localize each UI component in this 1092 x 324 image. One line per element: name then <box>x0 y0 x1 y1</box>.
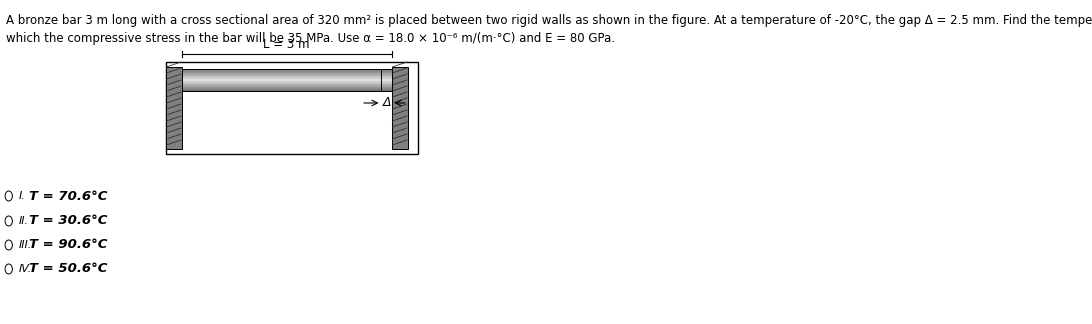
Bar <box>181 88 381 89</box>
Bar <box>181 87 381 88</box>
Bar <box>181 70 392 71</box>
Bar <box>181 69 392 70</box>
Bar <box>181 84 381 85</box>
Bar <box>181 70 381 71</box>
Bar <box>181 88 392 89</box>
Bar <box>181 84 392 85</box>
Bar <box>181 82 392 83</box>
Bar <box>181 85 392 87</box>
Bar <box>392 67 407 149</box>
Bar <box>181 74 381 75</box>
Text: T = 50.6°C: T = 50.6°C <box>29 262 108 275</box>
Bar <box>181 78 392 79</box>
Bar <box>181 76 392 78</box>
Circle shape <box>5 264 12 274</box>
Bar <box>181 77 392 78</box>
Bar <box>181 71 392 72</box>
Bar <box>181 71 392 73</box>
Bar <box>181 76 381 78</box>
Bar <box>181 68 392 70</box>
Circle shape <box>5 191 12 201</box>
Text: IV.: IV. <box>19 264 32 274</box>
Bar <box>181 69 392 91</box>
Bar <box>181 89 392 90</box>
Bar <box>181 76 381 77</box>
Bar <box>181 73 381 74</box>
Bar <box>181 82 381 83</box>
Bar <box>181 89 381 90</box>
Text: L = 3 m: L = 3 m <box>263 38 310 51</box>
Bar <box>181 85 381 87</box>
Bar <box>181 81 392 82</box>
Text: T = 90.6°C: T = 90.6°C <box>29 238 108 251</box>
Bar <box>181 79 381 80</box>
Bar <box>181 85 381 86</box>
Bar <box>181 74 392 75</box>
Bar <box>181 79 381 81</box>
Bar <box>181 78 381 79</box>
Bar <box>181 90 381 91</box>
Circle shape <box>5 216 12 226</box>
Text: T = 30.6°C: T = 30.6°C <box>29 214 108 227</box>
Bar <box>181 71 381 72</box>
Bar <box>181 72 392 74</box>
Bar <box>181 69 381 91</box>
Bar <box>181 76 392 77</box>
Bar <box>181 87 392 89</box>
Bar <box>181 80 392 81</box>
Text: I.: I. <box>19 191 25 201</box>
Bar <box>181 79 392 80</box>
Bar <box>181 79 392 81</box>
Bar <box>181 72 381 74</box>
Bar <box>181 71 381 73</box>
Text: T = 70.6°C: T = 70.6°C <box>29 190 108 202</box>
Circle shape <box>5 240 12 250</box>
Bar <box>181 90 392 91</box>
Bar <box>166 67 181 149</box>
Bar <box>181 69 381 70</box>
Bar <box>181 86 392 87</box>
Bar <box>181 82 381 84</box>
Bar <box>181 85 392 86</box>
Text: III.: III. <box>19 240 32 250</box>
Bar <box>181 73 392 74</box>
Bar <box>181 86 381 87</box>
Bar <box>181 87 392 88</box>
Bar <box>181 83 381 84</box>
Text: II.: II. <box>19 216 28 226</box>
Bar <box>181 81 381 82</box>
Text: which the compressive stress in the bar will be 35 MPa. Use α = 18.0 × 10⁻⁶ m/(m: which the compressive stress in the bar … <box>5 32 615 45</box>
Bar <box>181 75 392 76</box>
Bar <box>181 83 392 84</box>
Bar <box>166 62 418 154</box>
Text: A bronze bar 3 m long with a cross sectional area of 320 mm² is placed between t: A bronze bar 3 m long with a cross secti… <box>5 14 1092 27</box>
Bar <box>181 80 381 81</box>
Bar <box>181 68 381 70</box>
Text: Δ: Δ <box>382 97 391 110</box>
Bar <box>181 75 381 76</box>
Bar <box>181 77 381 78</box>
Bar <box>181 82 392 84</box>
Bar <box>181 87 381 89</box>
